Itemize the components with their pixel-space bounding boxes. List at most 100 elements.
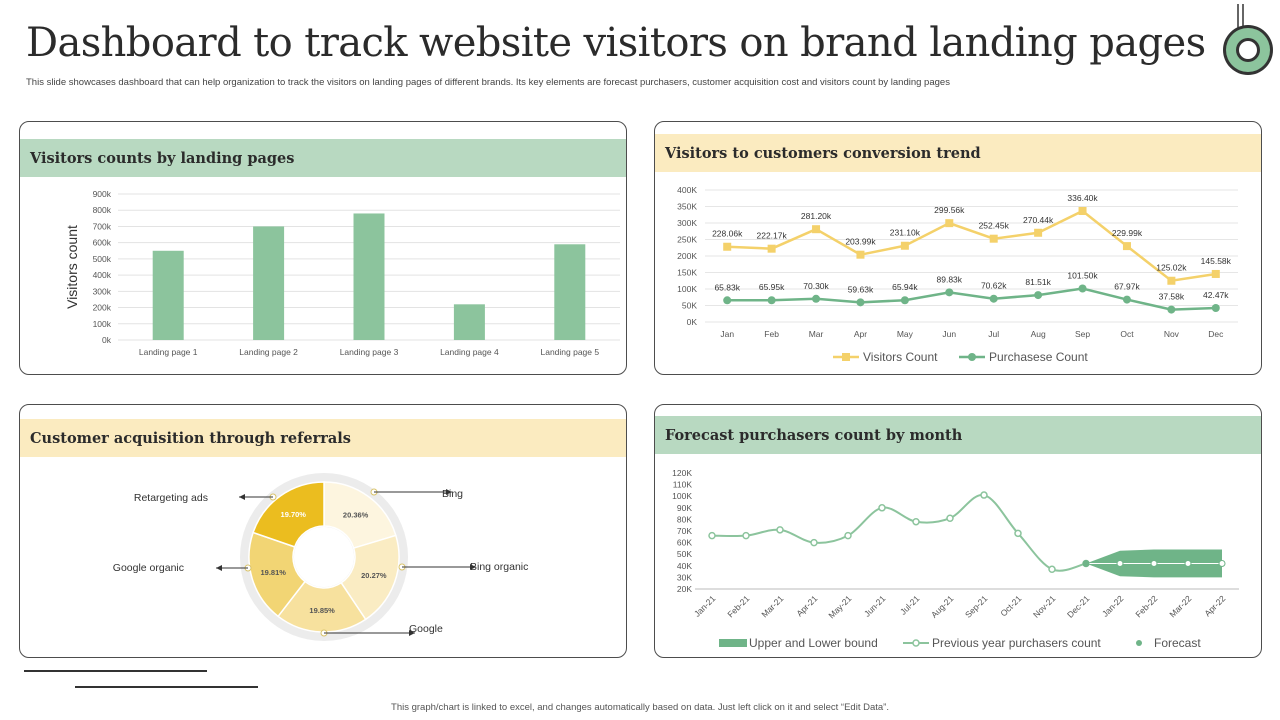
data-label: 81.51k	[1025, 277, 1051, 287]
slice-label: 20.36%	[343, 510, 369, 519]
x-tick-label: Jul	[988, 329, 999, 339]
y-tick-label: 400K	[677, 185, 697, 195]
x-tick-label: Oct-21	[998, 593, 1023, 618]
data-point	[723, 242, 732, 251]
x-tick-label: Oct	[1120, 329, 1134, 339]
data-point	[812, 294, 821, 303]
y-tick-label: 200k	[93, 303, 112, 313]
data-point	[1034, 291, 1043, 300]
data-label: 281.20k	[801, 211, 832, 221]
decor-line-bottom	[75, 686, 258, 688]
callout-arrow	[239, 494, 245, 500]
data-label: 125.02k	[1156, 263, 1187, 273]
y-tick-label: 600k	[93, 238, 112, 248]
data-label: 203.99k	[845, 237, 876, 247]
y-tick-label: 300K	[677, 218, 697, 228]
y-tick-label: 50K	[677, 549, 692, 559]
y-tick-label: 700k	[93, 221, 112, 231]
y-tick-label: 40K	[677, 561, 692, 571]
data-label: 70.62k	[981, 281, 1007, 291]
y-tick-label: 110K	[673, 480, 693, 490]
x-tick-label: Apr-22	[1202, 593, 1227, 618]
x-tick-label: Aug	[1031, 329, 1046, 339]
data-label: 336.40k	[1067, 193, 1098, 203]
y-tick-label: 30K	[677, 572, 692, 582]
x-tick-label: Apr-21	[794, 593, 819, 618]
data-point	[1048, 565, 1056, 574]
data-point	[989, 234, 998, 243]
x-tick-label: Jan	[720, 329, 734, 339]
data-point	[945, 288, 954, 297]
x-tick-label: May	[897, 329, 914, 339]
data-point	[856, 250, 865, 259]
data-point	[900, 296, 909, 305]
data-point	[945, 219, 954, 228]
callout-arrow	[446, 489, 452, 495]
forecast-point	[1116, 559, 1124, 567]
x-tick-label: Landing page 5	[540, 347, 599, 357]
x-tick-label: Apr	[854, 329, 867, 339]
data-label: 65.94k	[892, 282, 918, 292]
data-point	[1211, 303, 1220, 312]
x-tick-label: Nov	[1164, 329, 1180, 339]
y-tick-label: 800k	[93, 205, 112, 215]
x-tick-label: Mar	[809, 329, 824, 339]
data-label: 37.58k	[1159, 292, 1185, 302]
x-tick-label: Sep	[1075, 329, 1090, 339]
visitors-panel: Visitors counts by landing pages 0k 100k 2…	[19, 121, 627, 375]
data-point	[878, 504, 886, 512]
y-tick-label: 200K	[677, 251, 697, 261]
data-label: 101.50k	[1067, 271, 1098, 281]
callout-label: Retargeting ads	[134, 492, 208, 504]
donut-slice	[340, 534, 400, 621]
data-point	[812, 225, 821, 234]
data-label: 65.83k	[714, 282, 740, 292]
y-tick-label: 90K	[677, 503, 692, 513]
x-tick-label: Landing page 4	[440, 347, 499, 357]
x-tick-label: Mar-21	[759, 593, 785, 619]
y-tick-label: 300k	[93, 286, 112, 296]
data-label: 231.10k	[890, 228, 921, 238]
data-point	[912, 517, 920, 526]
x-tick-label: May-21	[826, 593, 853, 620]
y-tick-label: 100K	[677, 284, 697, 294]
data-point	[1167, 305, 1176, 314]
data-point	[1034, 228, 1043, 237]
forecast-point	[1218, 559, 1226, 567]
callout-label: Bing	[442, 488, 463, 500]
callout-arrow	[409, 630, 415, 636]
x-tick-label: Dec	[1208, 329, 1224, 339]
legend-swatch	[719, 639, 747, 647]
data-point	[989, 294, 998, 303]
slice-label: 20.27%	[361, 571, 387, 580]
legend-marker	[912, 639, 920, 647]
referrals-panel-title: Customer acquisition through referrals	[20, 419, 626, 457]
slice-label: 19.81%	[260, 568, 286, 577]
legend-marker	[842, 353, 850, 361]
y-tick-label: 400k	[93, 270, 112, 280]
x-tick-label: Mar-22	[1167, 593, 1193, 619]
visitors-bar-chart: 0k 100k 200k 300k 400k 500k 600k 700k 800k 900k Vi…	[64, 189, 620, 357]
callout-label: Bing organic	[470, 561, 528, 573]
data-label: 42.47k	[1203, 290, 1229, 300]
data-label: 228.06k	[712, 229, 743, 239]
x-tick-label: Jan-21	[692, 593, 718, 619]
x-tick-label: Sep-21	[963, 593, 990, 620]
slice-label: 19.70%	[281, 510, 307, 519]
data-point	[767, 244, 776, 253]
bar	[253, 226, 285, 340]
data-label: 145.58k	[1201, 256, 1232, 266]
data-point	[1167, 276, 1176, 285]
callout-arrow	[470, 564, 476, 570]
forecast-point	[1184, 559, 1192, 567]
x-tick-label: Feb-21	[725, 593, 751, 619]
data-label: 70.30k	[803, 281, 829, 291]
y-tick-label: 20K	[677, 584, 692, 594]
data-label: 252.45k	[979, 221, 1010, 231]
data-point	[810, 538, 818, 547]
data-point	[1122, 242, 1131, 251]
data-point	[844, 531, 852, 540]
referrals-panel: Customer acquisition through referrals 2…	[19, 404, 627, 658]
y-tick-label: 350K	[677, 202, 697, 212]
